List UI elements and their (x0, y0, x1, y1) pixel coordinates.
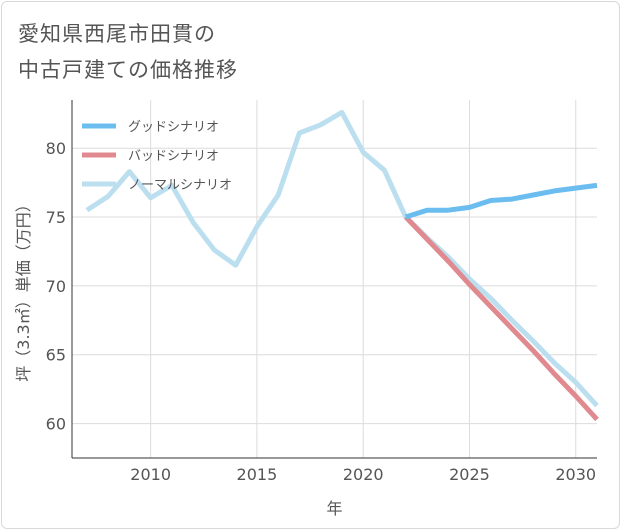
title-line-2: 中古戸建ての価格推移 (18, 58, 238, 82)
page-title: 愛知県西尾市田貫の 中古戸建ての価格推移 (18, 16, 238, 88)
x-axis-label: 年 (326, 499, 342, 518)
legend-label-normal: ノーマルシナリオ (128, 178, 232, 193)
x-tick-label: 2025 (449, 465, 490, 484)
x-tick-label: 2030 (555, 465, 596, 484)
series-line-normal (85, 109, 599, 408)
y-axis-label: 坪（3.3㎡）単価（万円） (14, 196, 33, 381)
legend-label-good: グッドシナリオ (128, 120, 219, 135)
x-tick-label: 2015 (237, 465, 278, 484)
y-tick-label: 80 (46, 139, 66, 158)
y-tick-label: 75 (46, 208, 66, 227)
tick-labels: 2010 2015 2020 2025 2030 60 65 70 75 80 (46, 139, 596, 484)
series-lines (85, 109, 599, 422)
title-line-1: 愛知県西尾市田貫の (18, 22, 216, 46)
x-tick-label: 2020 (343, 465, 384, 484)
y-tick-label: 70 (46, 277, 66, 296)
series-line-bad (403, 215, 599, 422)
series-line-good (404, 182, 598, 220)
y-tick-label: 60 (46, 415, 66, 434)
x-tick-label: 2010 (130, 465, 171, 484)
legend-label-bad: バッドシナリオ (128, 149, 219, 164)
axes (71, 100, 597, 459)
y-tick-label: 65 (46, 346, 66, 365)
